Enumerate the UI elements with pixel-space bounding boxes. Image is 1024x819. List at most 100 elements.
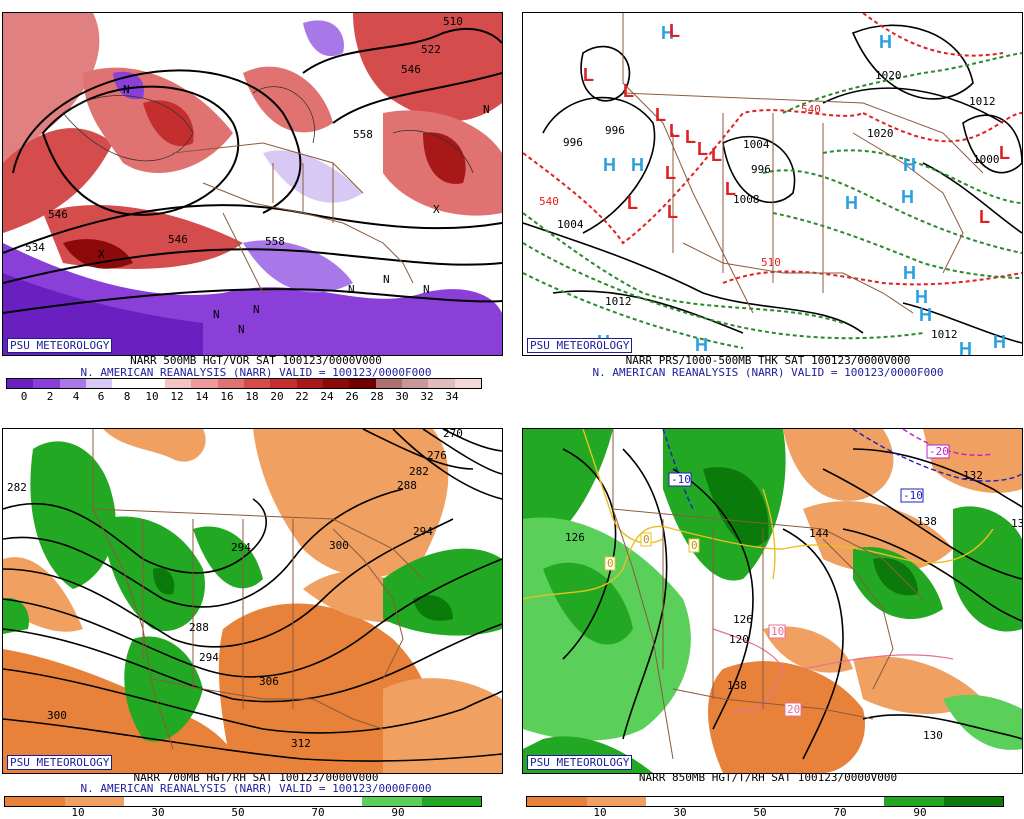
- vort-min-mark: N: [348, 283, 355, 296]
- isobar-label: 1004: [557, 218, 584, 231]
- caption-valid: N. AMERICAN REANALYSIS (NARR) VALID = 10…: [80, 782, 432, 795]
- borders: [622, 13, 984, 314]
- isobar-label: 996: [605, 124, 625, 137]
- contour-label: 300: [47, 709, 67, 722]
- thickness-labels: 540 540 510: [539, 103, 821, 269]
- contour-label: 546: [168, 233, 188, 246]
- contour-label: 282: [409, 465, 429, 478]
- vort-min-mark: N: [213, 308, 220, 321]
- contour-label: 13: [1011, 517, 1022, 530]
- isobars: [523, 24, 1022, 344]
- height-contours: [3, 429, 502, 762]
- tick: 90: [913, 806, 927, 819]
- tick: 20: [270, 390, 284, 403]
- contour-label: 120: [729, 633, 749, 646]
- thickness-lines: [523, 13, 1022, 349]
- temp-label: -10: [671, 473, 691, 486]
- contour-label: 546: [401, 63, 421, 76]
- vort-min-mark: N: [383, 273, 390, 286]
- high-marker: H: [959, 339, 972, 355]
- high-marker: H: [993, 332, 1006, 352]
- contour-label: 294: [231, 541, 251, 554]
- temp-label: 20: [787, 703, 800, 716]
- panel-pressure-thickness: 996 996 1004 1012 1020 1020 1012 1004 99…: [512, 0, 1024, 410]
- isobar-label: 1012: [969, 95, 996, 108]
- contour-label: 312: [291, 737, 311, 750]
- low-marker: L: [669, 121, 680, 141]
- contour-label: 558: [353, 128, 373, 141]
- low-marker: L: [697, 139, 708, 159]
- contour-label: 126: [565, 531, 585, 544]
- thin-contours: [62, 86, 474, 174]
- temp-label: -10: [903, 489, 923, 502]
- low-marker: L: [655, 105, 666, 125]
- isobar-label: 996: [563, 136, 583, 149]
- isobar-labels: 996 996 1004 1012 1020 1020 1012 1004 99…: [557, 69, 1000, 341]
- map-pressure: 996 996 1004 1012 1020 1020 1012 1004 99…: [522, 12, 1023, 356]
- tick: 50: [231, 806, 245, 819]
- contour-label: 288: [189, 621, 209, 634]
- thickness-label: 540: [539, 195, 559, 208]
- tick: 10: [593, 806, 607, 819]
- tick: 28: [370, 390, 384, 403]
- low-marker: L: [627, 193, 638, 213]
- isobar-label: 1020: [867, 127, 894, 140]
- map-500mb: 510 522 546 558 534 546 558 546 N N N N …: [2, 12, 503, 356]
- contour-label: 522: [421, 43, 441, 56]
- psu-badge: PSU METEOROLOGY: [527, 755, 633, 770]
- contour-label: 294: [413, 525, 433, 538]
- contour-label: 306: [259, 675, 279, 688]
- high-marker: H: [661, 23, 674, 43]
- tick: 30: [151, 806, 165, 819]
- contour-label: 534: [25, 241, 45, 254]
- tick: 10: [145, 390, 159, 403]
- high-marker: H: [631, 155, 644, 175]
- tick: 14: [195, 390, 209, 403]
- height-contours: [562, 448, 1022, 760]
- temp-label: 0: [691, 539, 698, 552]
- rh-shading: [523, 429, 1022, 773]
- high-marker: H: [903, 155, 916, 175]
- contour-label: 144: [809, 527, 829, 540]
- tick: 8: [123, 390, 131, 403]
- isobar-label: 1012: [605, 295, 632, 308]
- thickness-label: 510: [761, 256, 781, 269]
- vorticity-shading: [3, 13, 502, 355]
- panel-500mb-vorticity: 510 522 546 558 534 546 558 546 N N N N …: [0, 0, 512, 410]
- contour-label: 288: [397, 479, 417, 492]
- map-850mb: 126 144 138 132 126 138 130 120 13 -10 -…: [522, 428, 1023, 774]
- panel-850mb-temp-rh: 126 144 138 132 126 138 130 120 13 -10 -…: [512, 410, 1024, 819]
- contour-label: 138: [727, 679, 747, 692]
- tick: 30: [673, 806, 687, 819]
- isobar-label: 1020: [875, 69, 902, 82]
- tick: 2: [46, 390, 54, 403]
- vorticity-markers: N N N N N N N N X X: [98, 83, 490, 336]
- tick: 18: [245, 390, 259, 403]
- tick: 12: [170, 390, 184, 403]
- contour-label-group: 510 522 546 558 534 546 558 546: [25, 15, 463, 254]
- contour-labels: 282 270 276 282 288 294 300 294 288 294 …: [7, 429, 463, 750]
- vort-min-mark: N: [423, 283, 430, 296]
- contour-label: 130: [923, 729, 943, 742]
- contour-label: 282: [7, 481, 27, 494]
- tick: 70: [833, 806, 847, 819]
- psu-badge: PSU METEOROLOGY: [7, 755, 113, 770]
- vort-min-mark: N: [123, 83, 130, 96]
- low-marker: L: [669, 21, 680, 41]
- caption-valid: N. AMERICAN REANALYSIS (NARR) VALID = 10…: [80, 366, 432, 379]
- panel-700mb-rh: 282 270 276 282 288 294 300 294 288 294 …: [0, 410, 512, 819]
- temp-label: 10: [771, 625, 784, 638]
- pink-isotherms: [712, 628, 954, 713]
- contour-label: 294: [199, 651, 219, 664]
- temp-label: -20: [929, 445, 949, 458]
- contour-label: 558: [265, 235, 285, 248]
- tick: 6: [97, 390, 105, 403]
- tick: 26: [345, 390, 359, 403]
- contour-label: 138: [917, 515, 937, 528]
- isobar-label: 996: [751, 163, 771, 176]
- tick: 30: [395, 390, 409, 403]
- contour-label: 510: [443, 15, 463, 28]
- colorbar-rh: [4, 796, 482, 807]
- vort-min-mark: N: [483, 103, 490, 116]
- tick: 90: [391, 806, 405, 819]
